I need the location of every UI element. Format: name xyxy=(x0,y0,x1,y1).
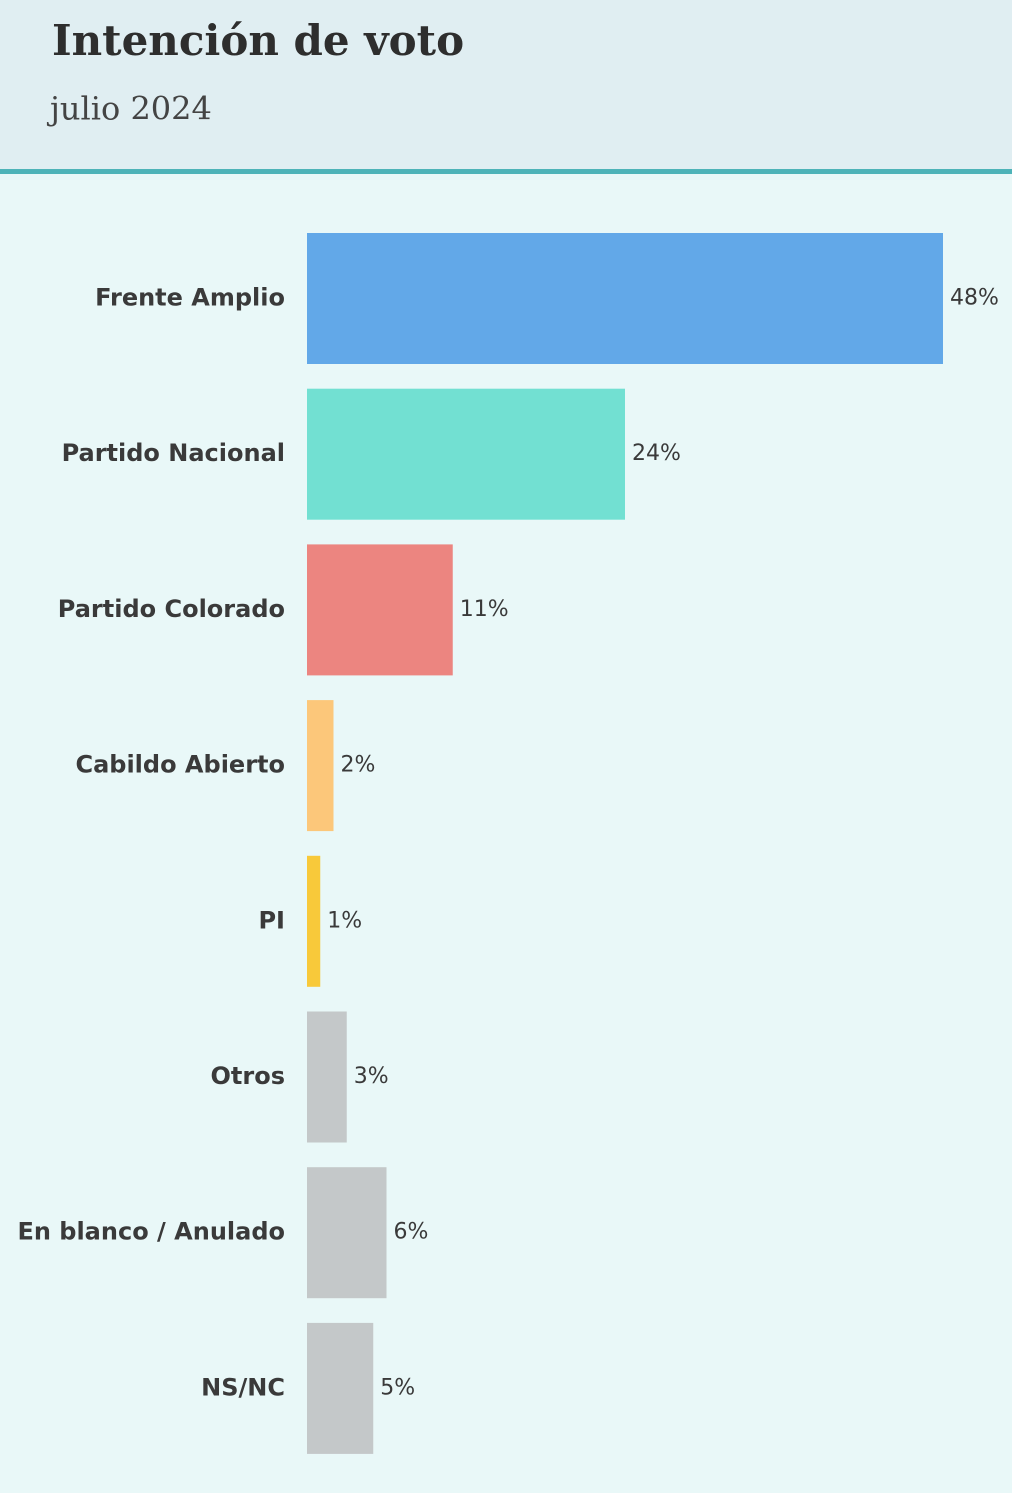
value-label: 5% xyxy=(380,1375,415,1400)
value-label: 48% xyxy=(950,286,999,311)
category-label: NS/NC xyxy=(201,1373,285,1401)
category-label: Cabildo Abierto xyxy=(75,751,285,779)
chart-title: Intención de voto xyxy=(52,16,464,65)
category-label: PI xyxy=(258,906,285,934)
value-label: 24% xyxy=(632,441,681,466)
value-label: 6% xyxy=(394,1220,429,1245)
value-label: 11% xyxy=(460,597,509,622)
bar xyxy=(307,388,625,520)
bar xyxy=(307,1167,387,1299)
chart-subtitle: julio 2024 xyxy=(46,90,212,128)
bar xyxy=(307,1011,347,1143)
bar xyxy=(307,700,334,832)
category-label: Partido Nacional xyxy=(62,439,285,467)
bar xyxy=(307,544,453,676)
bar xyxy=(307,233,943,364)
value-label: 3% xyxy=(354,1064,389,1089)
category-label: Partido Colorado xyxy=(58,595,285,623)
value-label: 1% xyxy=(327,908,362,933)
category-label: Otros xyxy=(211,1062,285,1090)
category-label: Frente Amplio xyxy=(95,284,285,312)
header-rule xyxy=(0,169,1012,174)
value-label: 2% xyxy=(341,753,376,778)
bar xyxy=(307,1322,374,1454)
category-label: En blanco / Anulado xyxy=(17,1218,285,1246)
bar xyxy=(307,855,321,987)
header xyxy=(0,0,1012,170)
